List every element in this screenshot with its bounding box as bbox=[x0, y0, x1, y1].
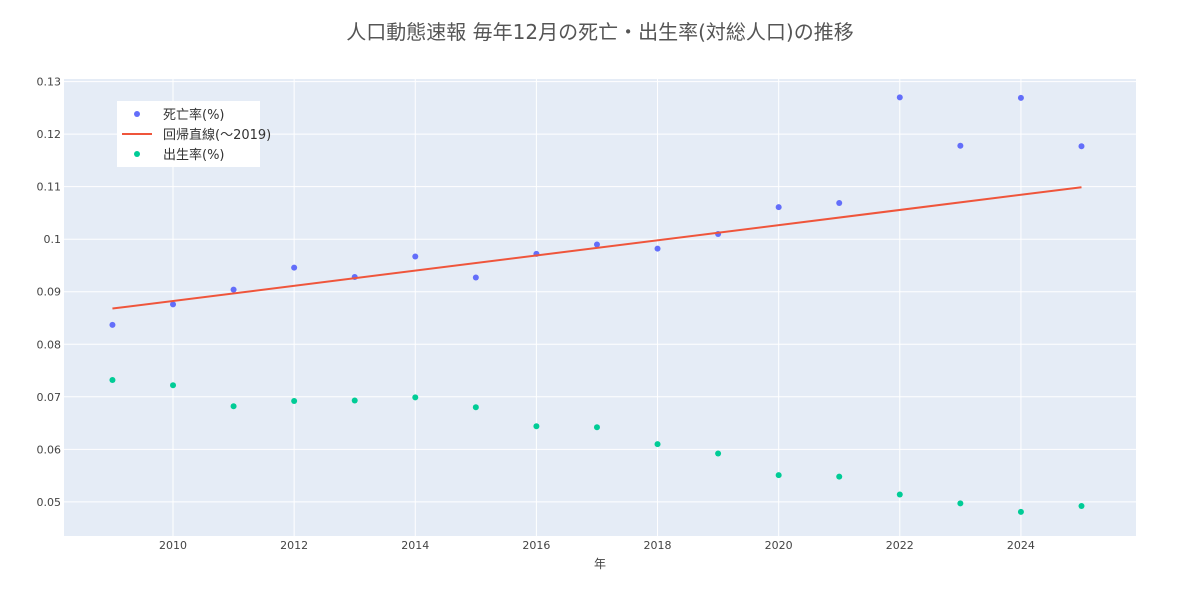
y-tick-label: 0.13 bbox=[37, 76, 62, 89]
data-point bbox=[109, 321, 116, 328]
data-point bbox=[1017, 94, 1024, 101]
x-tick-label: 2024 bbox=[1007, 539, 1035, 552]
x-axis-label: 年 bbox=[594, 557, 606, 571]
data-point bbox=[654, 441, 661, 448]
y-tick-label: 0.09 bbox=[37, 286, 62, 299]
x-tick-label: 2016 bbox=[522, 539, 550, 552]
y-tick-label: 0.07 bbox=[37, 391, 62, 404]
data-point bbox=[291, 264, 298, 271]
data-point bbox=[351, 397, 358, 404]
x-tick-label: 2012 bbox=[280, 539, 308, 552]
data-point bbox=[775, 472, 782, 479]
legend-item[interactable]: 出生率(%) bbox=[134, 147, 225, 163]
series-1 bbox=[109, 94, 1085, 328]
x-tick-label: 2020 bbox=[765, 539, 793, 552]
legend-item[interactable]: 回帰直線(〜2019) bbox=[122, 127, 271, 143]
legend-label: 出生率(%) bbox=[163, 147, 225, 163]
data-point bbox=[230, 403, 237, 410]
data-point bbox=[170, 301, 177, 308]
legend-marker-symbol bbox=[134, 151, 140, 157]
data-point bbox=[896, 94, 903, 101]
data-point bbox=[593, 424, 600, 431]
x-axis-ticks: 2010 2012 2014 2016 2018 2020 2022 2024 bbox=[159, 539, 1035, 552]
grid bbox=[64, 79, 1136, 536]
series-2 bbox=[112, 186, 1082, 310]
data-point bbox=[715, 450, 722, 457]
y-tick-label: 0.05 bbox=[37, 496, 62, 509]
data-point bbox=[412, 394, 419, 401]
data-point bbox=[472, 274, 479, 281]
y-tick-label: 0.12 bbox=[37, 128, 62, 141]
data-point bbox=[472, 404, 479, 411]
series-layer bbox=[109, 94, 1085, 515]
data-point bbox=[836, 199, 843, 206]
legend-label: 回帰直線(〜2019) bbox=[163, 127, 271, 143]
x-tick-label: 2014 bbox=[401, 539, 429, 552]
data-point bbox=[109, 376, 116, 383]
data-point bbox=[775, 204, 782, 211]
data-point bbox=[230, 286, 237, 293]
data-point bbox=[1078, 503, 1085, 510]
x-tick-label: 2010 bbox=[159, 539, 187, 552]
legend[interactable]: 死亡率(%) 回帰直線(〜2019) 出生率(%) bbox=[117, 101, 271, 167]
y-tick-label: 0.1 bbox=[44, 233, 62, 246]
data-point bbox=[593, 241, 600, 248]
data-point bbox=[533, 423, 540, 430]
y-tick-label: 0.08 bbox=[37, 338, 62, 351]
data-point bbox=[957, 142, 964, 149]
data-point bbox=[1017, 508, 1024, 515]
data-point bbox=[896, 491, 903, 498]
data-point bbox=[957, 500, 964, 507]
legend-item[interactable]: 死亡率(%) bbox=[134, 107, 225, 123]
data-point bbox=[1078, 143, 1085, 150]
y-axis-ticks: 0.05 0.06 0.07 0.08 0.09 0.1 0.11 0.12 0.13 bbox=[37, 76, 62, 509]
legend-label: 死亡率(%) bbox=[163, 107, 225, 123]
series-3 bbox=[109, 376, 1085, 515]
data-point bbox=[836, 473, 843, 480]
data-point bbox=[412, 253, 419, 260]
y-tick-label: 0.11 bbox=[37, 181, 62, 194]
x-tick-label: 2022 bbox=[886, 539, 914, 552]
legend-marker-symbol bbox=[134, 111, 140, 117]
x-tick-label: 2018 bbox=[644, 539, 672, 552]
chart-title: 人口動態速報 毎年12月の死亡・出生率(対総人口)の推移 bbox=[346, 20, 853, 44]
y-tick-label: 0.06 bbox=[37, 443, 62, 456]
data-point bbox=[654, 245, 661, 252]
data-point bbox=[291, 398, 298, 405]
regression-line bbox=[112, 186, 1082, 310]
data-point bbox=[170, 382, 177, 389]
